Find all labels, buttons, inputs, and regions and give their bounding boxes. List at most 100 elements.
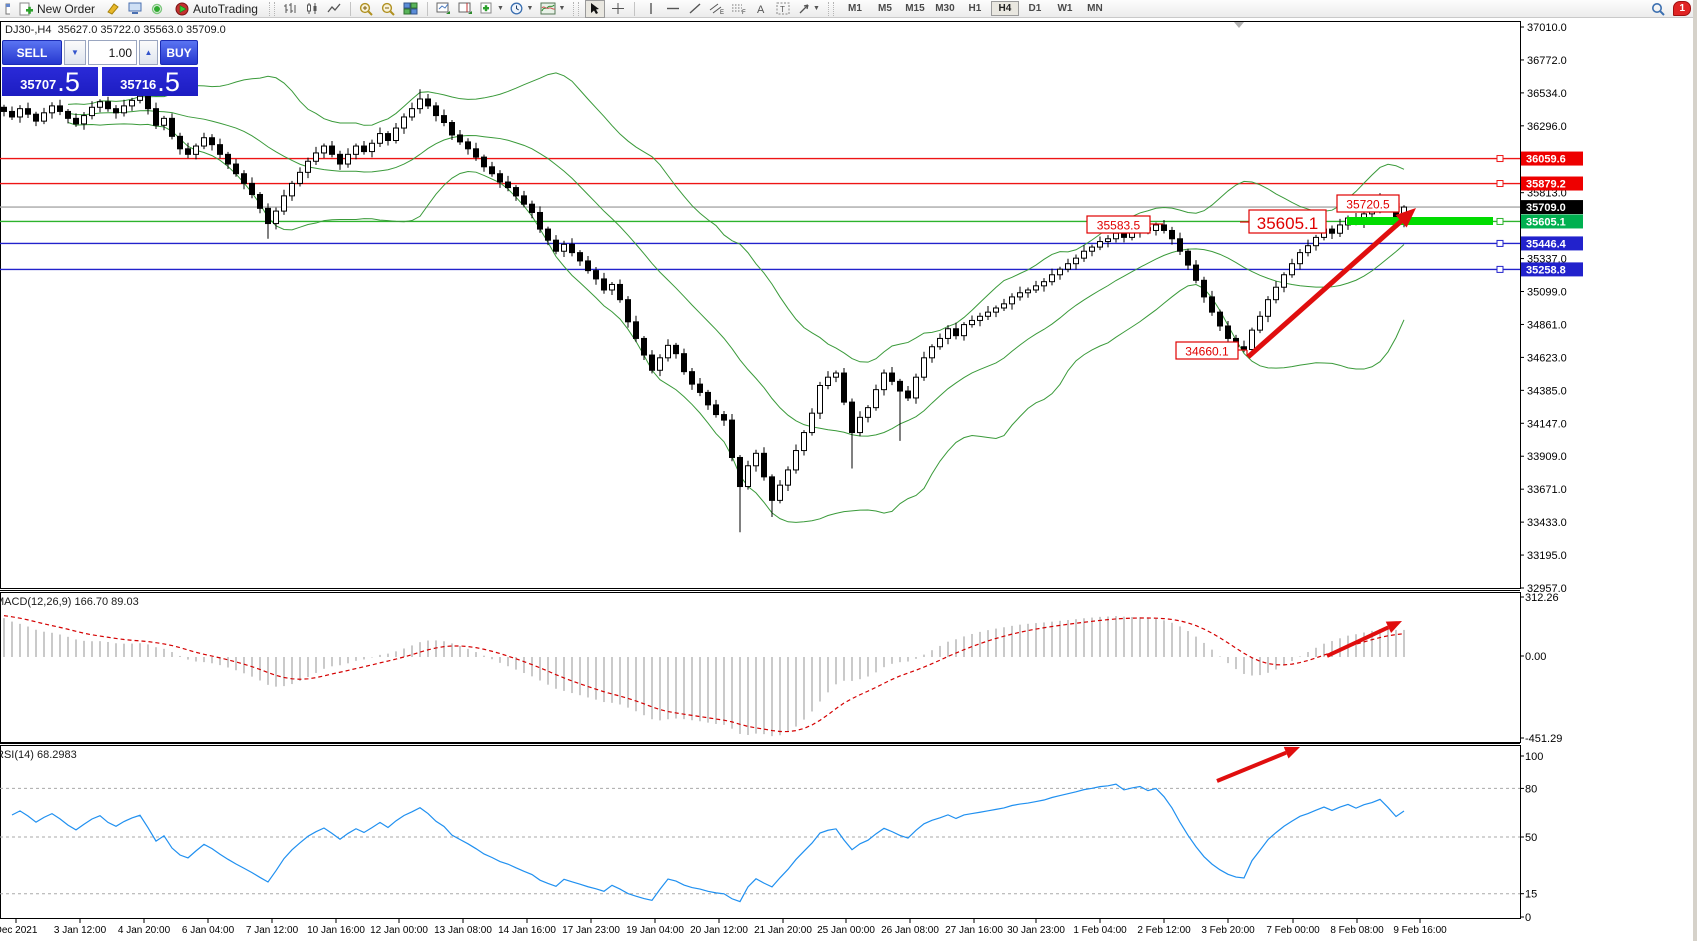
time-axis-label: 12 Jan 00:00 [370,925,428,936]
timeframe-button-M5[interactable]: M5 [878,3,892,14]
timeframe-button-H1[interactable]: H1 [968,3,982,14]
trend-arrow-head[interactable] [1283,746,1300,759]
bull-candle [409,108,415,118]
fibonacci-tool-icon[interactable]: F [730,1,748,17]
timeframe-button-M1[interactable]: M1 [848,3,862,14]
price-badge[interactable] [1521,236,1583,251]
arrows-shapes-icon[interactable]: ▼ [796,1,822,17]
rsi-axis-label: 50 [1525,832,1537,844]
trend-arrow-shaft[interactable] [1216,750,1287,783]
zoom-out-icon[interactable] [380,1,398,17]
terminal-icon[interactable] [126,1,144,17]
timeframe-button-MN[interactable]: MN [1087,3,1103,14]
price-badge-text: 35879.2 [1526,179,1566,191]
macd-axis-label: 0.00 [1525,651,1546,663]
price-annotation-text: 35605.1 [1257,214,1318,233]
chart-title: DJ30-,H4 35627.0 35722.0 35563.0 35709.0 [5,24,226,36]
level-line-handle[interactable] [1496,155,1504,163]
bear-candle [1,106,7,112]
sell-button[interactable]: SELL [2,40,62,65]
trend-arrow-head[interactable] [1385,621,1402,634]
horizontal-line-tool-icon[interactable] [664,1,682,17]
price-badge-text: 36059.6 [1526,154,1566,166]
bull-candle [1313,236,1319,247]
new-order-button[interactable]: New Order [14,1,100,17]
trend-arrow-head[interactable] [1395,208,1416,228]
level-line-handle[interactable] [1496,180,1504,188]
notification-badge[interactable]: 1 [1673,1,1691,16]
bear-candle [497,173,503,183]
buy-price-display[interactable]: 35716 .5 [102,67,198,96]
indicators-add-icon[interactable]: ▼ [479,1,505,17]
autotrading-button[interactable]: AutoTrading [170,1,263,17]
zoom-in-icon[interactable] [358,1,376,17]
price-annotation-box[interactable] [1248,209,1327,234]
timeframe-button-M15[interactable]: M15 [905,3,925,14]
brush-icon[interactable] [104,1,122,17]
crosshair-tool-icon[interactable] [609,1,627,17]
bull-candle [393,127,399,142]
text-tool-icon[interactable]: A [752,1,770,17]
bull-candle [657,357,663,371]
time-axis-label: 1 Feb 04:00 [1073,925,1127,936]
price-badge[interactable] [1521,214,1583,229]
bar-chart-mode-icon[interactable] [281,1,299,17]
bear-candle [569,243,575,254]
search-icon[interactable] [1649,1,1667,17]
level-line-handle[interactable] [1496,217,1504,225]
price-badge[interactable] [1521,200,1583,215]
bull-candle [313,152,319,162]
bear-candle [209,137,215,146]
timeframe-button-D1[interactable]: D1 [1028,3,1042,14]
bull-candle [1033,285,1039,291]
bull-candle [305,160,311,173]
bull-candle [17,108,23,118]
text-label-tool-icon[interactable]: T [774,1,792,17]
equidistant-channel-tool-icon[interactable]: E [708,1,726,17]
price-annotation-box[interactable] [1086,215,1151,234]
bear-candle [1185,250,1191,266]
cursor-tool-icon[interactable] [584,0,605,18]
new-chart-window-icon[interactable] [435,1,453,17]
volume-decrease-button[interactable]: ▼ [64,40,86,65]
trend-arrow-shaft[interactable] [1246,219,1403,359]
tile-windows-icon[interactable] [402,1,420,17]
line-chart-mode-icon[interactable] [325,1,343,17]
candlestick-mode-icon[interactable] [303,1,321,17]
buy-button[interactable]: BUY [160,40,198,65]
trendline-tool-icon[interactable] [686,1,704,17]
price-badge[interactable] [1521,176,1583,191]
bear-candle [257,193,263,209]
time-axis-label: 9 Feb 16:00 [1393,925,1447,936]
price-annotation-box[interactable] [1336,194,1400,213]
templates-icon[interactable]: ▼ [539,1,567,17]
bull-candle [1281,274,1287,288]
bear-candle [425,98,431,107]
toolbar-separator [426,1,428,16]
main-chart-group[interactable] [0,72,1520,533]
time-axis-label: 4 Jan 20:00 [118,925,171,936]
signals-icon[interactable] [148,1,166,17]
price-annotation-box[interactable] [1175,341,1239,360]
time-axis-label: 13 Jan 08:00 [434,925,492,936]
bull-candle [1049,274,1055,283]
price-badge[interactable] [1521,151,1583,166]
splitter-triangle-marker[interactable] [1234,22,1244,28]
level-line-handle[interactable] [1496,265,1504,273]
timeframe-button-H4[interactable]: H4 [990,1,1019,16]
periods-clock-icon[interactable]: ▼ [509,1,535,17]
green-support-bar[interactable] [1347,217,1493,225]
volume-input[interactable] [88,40,137,65]
volume-increase-button[interactable]: ▲ [139,40,158,65]
vertical-line-tool-icon[interactable] [642,1,660,17]
price-badge[interactable] [1521,262,1583,277]
chart-shift-icon[interactable] [457,1,475,17]
timeframe-button-M30[interactable]: M30 [935,3,955,14]
bear-candle [65,110,71,119]
sell-price-display[interactable]: 35707 .5 [2,67,98,96]
price-axis-label: 34623.0 [1527,352,1567,364]
level-line-handle[interactable] [1496,239,1504,247]
trend-arrow-shaft[interactable] [1326,625,1390,658]
timeframe-button-W1[interactable]: W1 [1057,3,1073,14]
